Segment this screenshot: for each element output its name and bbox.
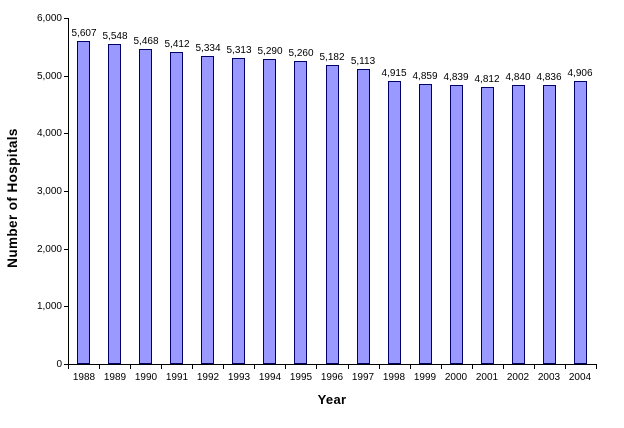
x-tick-label-1995: 1995 (289, 372, 313, 383)
x-axis-tick (223, 365, 224, 369)
y-axis-tick-label: 4,000 (36, 128, 62, 139)
y-axis-tick (64, 306, 68, 307)
bar-1991 (170, 52, 183, 364)
data-label-1988: 5,607 (71, 28, 97, 39)
x-axis-tick (254, 365, 255, 369)
x-tick-label-1994: 1994 (258, 372, 282, 383)
bar-1994 (263, 59, 276, 364)
bar-1992 (201, 56, 214, 364)
x-tick-label-2004: 2004 (568, 372, 592, 383)
x-axis-tick (441, 365, 442, 369)
x-axis-tick (192, 365, 193, 369)
x-tick-label-2001: 2001 (475, 372, 499, 383)
x-axis-tick (285, 365, 286, 369)
bar-1996 (326, 65, 339, 364)
y-axis-tick-label: 3,000 (36, 186, 62, 197)
x-tick-label-1988: 1988 (72, 372, 96, 383)
x-tick-label-1993: 1993 (227, 372, 251, 383)
bar-1990 (139, 49, 152, 364)
data-label-2003: 4,836 (536, 72, 562, 83)
y-axis-tick-label: 2,000 (36, 244, 62, 255)
bar-2004 (574, 81, 587, 364)
y-axis-tick-label: 5,000 (36, 71, 62, 82)
x-tick-label-2002: 2002 (506, 372, 530, 383)
bar-1995 (294, 61, 307, 364)
y-axis-tick (64, 249, 68, 250)
y-axis-tick (64, 133, 68, 134)
y-axis-tick-label: 6,000 (36, 13, 62, 24)
data-label-1995: 5,260 (288, 48, 314, 59)
data-label-1997: 5,113 (350, 56, 376, 67)
bar-1998 (388, 81, 401, 364)
data-label-2004: 4,906 (567, 68, 593, 79)
x-axis-tick (99, 365, 100, 369)
x-axis-tick (316, 365, 317, 369)
x-tick-label-2000: 2000 (444, 372, 468, 383)
bar-2001 (481, 87, 494, 364)
x-axis-tick (503, 365, 504, 369)
x-tick-label-1992: 1992 (196, 372, 220, 383)
y-axis-tick (64, 76, 68, 77)
y-axis-tick-label: 1,000 (36, 301, 62, 312)
bar-2002 (512, 85, 525, 364)
data-label-1993: 5,313 (226, 45, 252, 56)
data-label-1990: 5,468 (133, 36, 159, 47)
x-tick-label-1991: 1991 (165, 372, 189, 383)
x-axis-tick (596, 365, 597, 369)
data-label-2002: 4,840 (505, 72, 531, 83)
x-tick-label-1996: 1996 (320, 372, 344, 383)
x-axis-tick (410, 365, 411, 369)
data-label-1998: 4,915 (381, 68, 407, 79)
bar-2003 (543, 85, 556, 364)
data-label-1989: 5,548 (102, 31, 128, 42)
x-axis-tick (348, 365, 349, 369)
x-axis-tick (161, 365, 162, 369)
x-tick-label-2003: 2003 (537, 372, 561, 383)
bar-1997 (357, 69, 370, 364)
x-tick-label-1990: 1990 (134, 372, 158, 383)
x-tick-label-1997: 1997 (351, 372, 375, 383)
x-tick-label-1999: 1999 (413, 372, 437, 383)
x-axis-tick (472, 365, 473, 369)
data-label-2000: 4,839 (443, 72, 469, 83)
y-axis-tick-label: 0 (56, 359, 62, 370)
data-label-1991: 5,412 (164, 39, 190, 50)
x-axis-line (68, 364, 597, 365)
bar-1993 (232, 58, 245, 364)
y-axis-tick (64, 191, 68, 192)
data-label-1994: 5,290 (257, 46, 283, 57)
x-tick-label-1998: 1998 (382, 372, 406, 383)
data-label-1992: 5,334 (195, 43, 221, 54)
x-axis-title: Year (317, 392, 347, 407)
x-axis-tick (68, 365, 69, 369)
x-axis-tick (565, 365, 566, 369)
bar-1988 (77, 41, 90, 364)
bar-1989 (108, 44, 121, 364)
bar-1999 (419, 84, 432, 364)
data-label-1999: 4,859 (412, 71, 438, 82)
y-axis-tick (64, 364, 68, 365)
y-axis-line (68, 18, 69, 365)
x-tick-label-1989: 1989 (103, 372, 127, 383)
x-axis-tick (534, 365, 535, 369)
data-label-2001: 4,812 (474, 74, 500, 85)
bar-2000 (450, 85, 463, 364)
data-label-1996: 5,182 (319, 52, 345, 63)
y-axis-tick (64, 18, 68, 19)
x-axis-tick (130, 365, 131, 369)
x-axis-tick (379, 365, 380, 369)
